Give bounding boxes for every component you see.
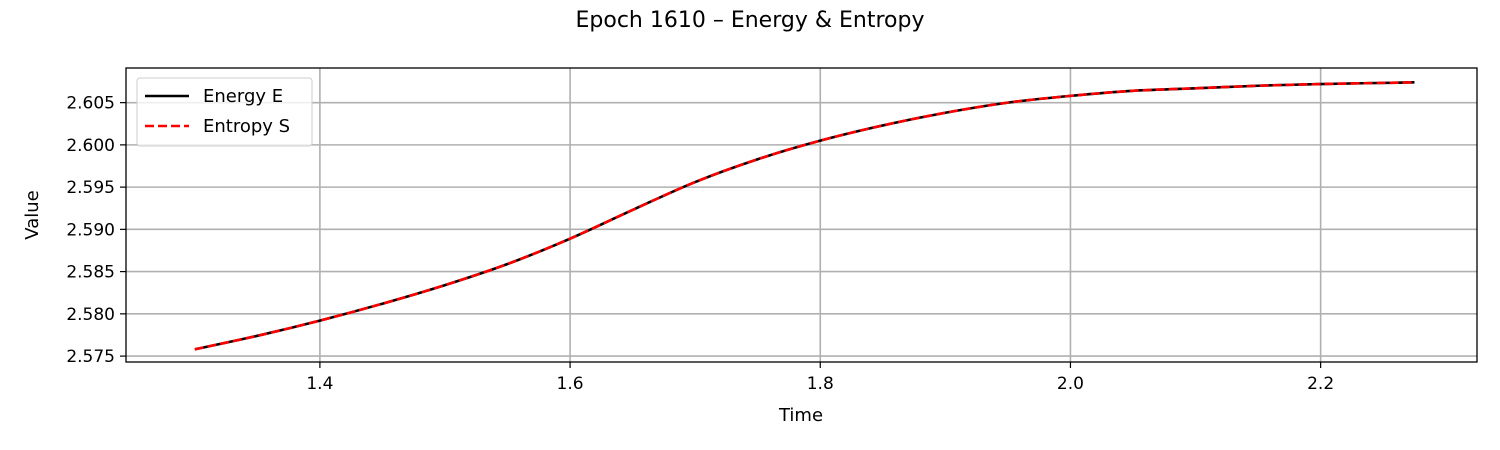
x-tick-label: 1.4 bbox=[306, 374, 333, 394]
y-tick-label: 2.595 bbox=[66, 178, 115, 198]
y-tick-label: 2.580 bbox=[66, 305, 115, 325]
x-axis-label: Time bbox=[778, 405, 823, 426]
legend: Energy E Entropy S bbox=[136, 77, 313, 147]
plot-frame bbox=[125, 67, 1478, 363]
x-tick-label: 1.6 bbox=[557, 374, 584, 394]
grid bbox=[126, 68, 1477, 362]
y-tick-label: 2.575 bbox=[66, 347, 115, 367]
y-tick-label: 2.590 bbox=[66, 220, 115, 240]
series-line-entropy bbox=[194, 81, 1415, 351]
x-tick-label: 2.2 bbox=[1307, 374, 1334, 394]
x-tick-label: 2.0 bbox=[1057, 374, 1084, 394]
x-axis-ticks: 1.4 1.6 1.8 2.0 2.2 bbox=[306, 362, 1334, 394]
y-axis-ticks: 2.575 2.580 2.585 2.590 2.595 2.600 2.605 bbox=[66, 94, 126, 367]
legend-label-energy: Energy E bbox=[203, 86, 283, 107]
chart-title: Epoch 1610 – Energy & Entropy bbox=[576, 8, 925, 33]
legend-label-entropy: Entropy S bbox=[203, 116, 290, 137]
y-tick-label: 2.605 bbox=[66, 94, 115, 114]
x-tick-label: 1.8 bbox=[807, 374, 834, 394]
y-axis-label: Value bbox=[22, 190, 43, 239]
series-line-energy bbox=[194, 81, 1415, 351]
plot-lines bbox=[194, 81, 1415, 351]
y-tick-label: 2.585 bbox=[66, 263, 115, 283]
y-tick-label: 2.600 bbox=[66, 136, 115, 156]
